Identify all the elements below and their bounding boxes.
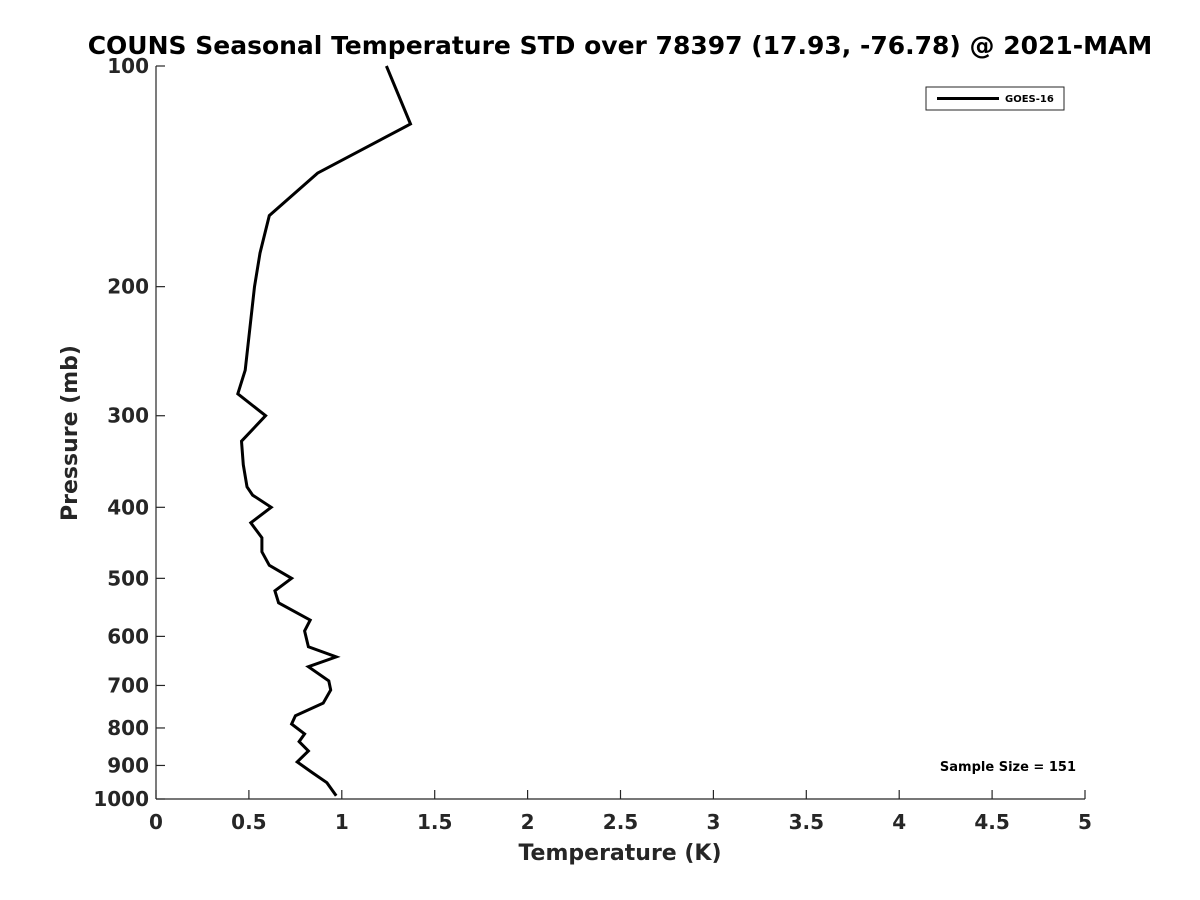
x-tick-label: 0 <box>149 810 163 834</box>
x-tick-label: 3.5 <box>789 810 824 834</box>
x-tick-label: 2.5 <box>603 810 638 834</box>
x-tick-label: 5 <box>1078 810 1092 834</box>
y-tick-label: 400 <box>107 495 149 519</box>
plot-area <box>155 65 1085 800</box>
x-axis-ticks: 0 0.5 1 1.5 2 2.5 3 3.5 4 4.5 5 <box>149 790 1092 834</box>
y-tick-label: 600 <box>107 624 149 648</box>
y-tick-label: 500 <box>107 566 149 590</box>
chart-title: COUNS Seasonal Temperature STD over 7839… <box>88 31 1153 60</box>
x-axis-label: Temperature (K) <box>518 841 721 866</box>
y-axis-ticks: 100 200 300 400 500 600 700 800 900 1000 <box>93 54 165 811</box>
x-tick-label: 4.5 <box>974 810 1009 834</box>
x-tick-label: 2 <box>521 810 535 834</box>
legend: GOES-16 <box>925 86 1065 111</box>
x-tick-label: 1 <box>335 810 349 834</box>
x-tick-label: 1.5 <box>417 810 452 834</box>
y-tick-label: 900 <box>107 753 149 777</box>
series-line-goes-16 <box>236 65 413 797</box>
y-tick-label: 100 <box>107 54 149 78</box>
x-tick-label: 3 <box>706 810 720 834</box>
y-tick-label: 300 <box>107 404 149 428</box>
y-axis-label: Pressure (mb) <box>58 345 83 521</box>
sample-size-annotation: Sample Size = 151 <box>940 760 1076 775</box>
y-tick-label: 200 <box>107 275 149 299</box>
y-tick-label: 700 <box>107 673 149 697</box>
x-tick-label: 0.5 <box>231 810 266 834</box>
legend-entry-goes-16: GOES-16 <box>1005 94 1054 105</box>
y-tick-label: 800 <box>107 716 149 740</box>
y-tick-label: 1000 <box>93 787 149 811</box>
x-tick-label: 4 <box>892 810 906 834</box>
